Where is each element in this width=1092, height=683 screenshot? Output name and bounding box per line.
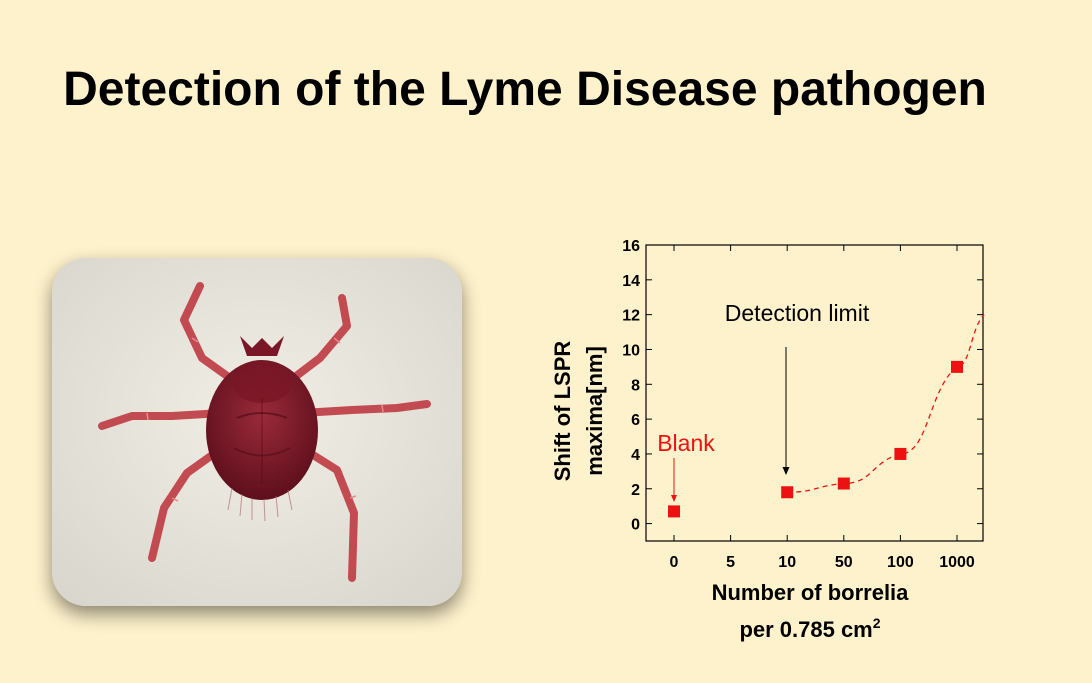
y-tick-label: 6 [631,412,640,429]
y-tick-label: 12 [622,308,640,325]
y-axis-label-line1: Shift of LSPR [550,341,575,482]
data-point [837,477,850,490]
x-axis-label-line1: Number of borrelia [712,580,910,605]
y-tick-label: 16 [622,238,640,255]
fit-line-path [787,314,985,493]
y-axis-label-line2: maxima[nm] [582,346,607,476]
tick-legs [98,282,431,582]
tick-mouthparts [240,336,284,356]
x-tick-label: 50 [835,554,853,571]
tick-body [206,360,318,500]
data-point [951,360,963,373]
blank-label: Blank [657,430,715,456]
data-point [668,505,680,518]
y-tick-label: 2 [631,482,640,499]
x-tick-label: 5 [726,554,735,571]
blank-arrowhead [671,495,677,502]
tick-image [52,258,462,606]
shift-chart: 0 2 4 6 8 10 12 14 16 0 5 10 50 100 1000 Detection li… [550,238,985,642]
detection-limit-arrowhead [782,467,790,475]
plot-frame [645,244,984,542]
y-tick-label: 0 [631,517,640,534]
x-tick-label: 10 [778,554,796,571]
x-tick-label: 1000 [939,554,975,571]
slide-title: Detection of the Lyme Disease pathogen [63,63,987,116]
x-tick-label: 0 [670,554,679,571]
y-tick-label: 8 [631,377,640,394]
data-point [781,486,794,499]
data-point [894,447,907,460]
tick-leg-segments [146,337,384,502]
detection-limit-label: Detection limit [725,300,870,326]
y-tick-label: 14 [622,273,640,290]
y-tick-label: 4 [631,447,640,464]
y-tick-label: 10 [622,342,640,359]
x-axis-label-line2: per 0.785 cm2 [739,615,880,642]
data-markers [668,360,963,518]
x-axis-ticks: 0 5 10 50 100 1000 [670,245,975,571]
fit-line [787,314,985,493]
y-axis-ticks: 0 2 4 6 8 10 12 14 16 [622,238,983,534]
x-tick-label: 100 [887,554,914,571]
